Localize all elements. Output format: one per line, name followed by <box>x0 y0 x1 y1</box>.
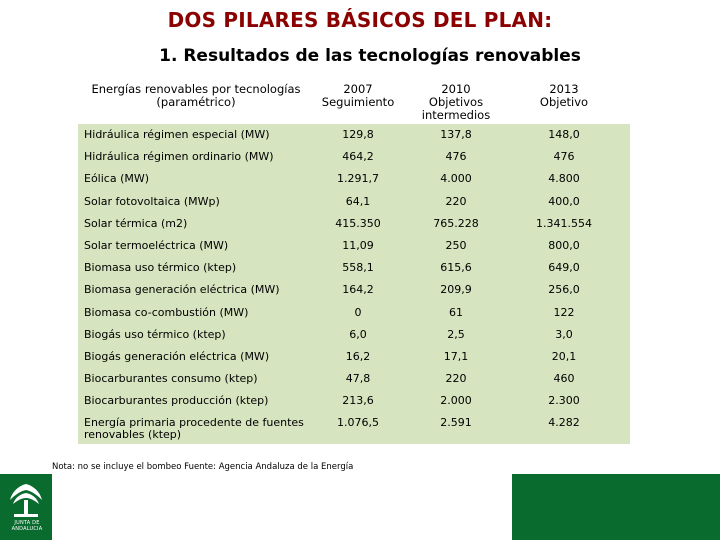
table-row: Biogás generación eléctrica (MW) 16,2 17,1… <box>78 346 630 368</box>
cell-2010: 220 <box>445 372 467 386</box>
cell-technology: Solar térmica (m2) <box>84 216 188 230</box>
cell-2013: 649,0 <box>548 261 580 275</box>
cell-2007: 1.076,5 <box>337 416 379 430</box>
junta-de-andalucia-logo-icon <box>10 484 42 517</box>
table-row: Biogás uso térmico (ktep) 6,0 2,5 3,0 <box>78 324 630 346</box>
cell-2007: 464,2 <box>342 150 374 164</box>
cell-2010: 4.000 <box>440 172 472 186</box>
cell-technology: Biomasa generación eléctrica (MW) <box>84 283 280 297</box>
table-row: Biocarburantes consumo (ktep) 47,8 220 460 <box>78 368 630 390</box>
cell-technology: Solar termoeléctrica (MW) <box>84 238 229 252</box>
cell-2010: 615,6 <box>440 261 472 275</box>
cell-2010: 2.591 <box>440 416 472 430</box>
cell-2007: 64,1 <box>345 194 371 208</box>
cell-technology: Eólica (MW) <box>84 172 150 186</box>
table-row: Solar termoeléctrica (MW) 11,09 250 800,0 <box>78 235 630 257</box>
cell-2007: 6,0 <box>349 327 367 341</box>
cell-2007: 558,1 <box>342 261 374 275</box>
cell-2013: 460 <box>553 372 575 386</box>
renewables-table: Energías renovables por tecnologías (par… <box>78 78 630 445</box>
header-2010: 2010 Objetivos intermedios <box>421 82 491 122</box>
page-subtitle: 1. Resultados de las tecnologías renovab… <box>159 46 581 66</box>
cell-technology: Biomasa uso térmico (ktep) <box>84 261 237 275</box>
cell-2013: 256,0 <box>548 283 580 297</box>
cell-2010: 61 <box>449 305 463 319</box>
source-note: Nota: no se incluye el bombeo Fuente: Ag… <box>52 462 354 472</box>
table-row: Solar térmica (m2) 415.350 765.228 1.341.55… <box>78 213 630 235</box>
cell-technology: Biogás uso térmico (ktep) <box>84 327 226 341</box>
table-row: Biocarburantes producción (ktep) 213,6 2.0… <box>78 390 630 412</box>
table-row: Solar fotovoltaica (MWp) 64,1 220 400,0 <box>78 191 630 213</box>
page-title: DOS PILARES BÁSICOS DEL PLAN: <box>167 8 553 32</box>
cell-technology: Biocarburantes consumo (ktep) <box>84 372 258 386</box>
cell-2013: 800,0 <box>548 238 580 252</box>
cell-2007: 415.350 <box>335 216 381 230</box>
cell-2007: 47,8 <box>345 372 371 386</box>
cell-2010: 220 <box>445 194 467 208</box>
header-2013: 2013 Objetivo <box>539 82 589 109</box>
cell-2007: 164,2 <box>342 283 374 297</box>
cell-2013: 400,0 <box>548 194 580 208</box>
cell-2007: 0 <box>354 305 362 319</box>
cell-2007: 16,2 <box>345 349 371 363</box>
cell-technology: Hidráulica régimen especial (MW) <box>84 128 270 141</box>
footer-green-block <box>512 474 720 540</box>
cell-2007: 213,6 <box>342 394 374 408</box>
cell-2013: 476 <box>553 150 575 164</box>
header-technology: Energías renovables por tecnologías (par… <box>91 82 301 109</box>
cell-2013: 1.341.554 <box>536 216 592 230</box>
cell-technology: Hidráulica régimen ordinario (MW) <box>84 150 274 164</box>
cell-technology: Solar fotovoltaica (MWp) <box>84 194 220 208</box>
cell-2010: 17,1 <box>443 349 469 363</box>
table-body: Hidráulica régimen especial (MW) 129,8 137… <box>78 124 630 444</box>
cell-2010: 2,5 <box>447 327 465 341</box>
cell-2013: 3,0 <box>555 327 573 341</box>
cell-technology: Energía primaria procedente de fuentes r… <box>84 416 304 442</box>
table-row: Hidráulica régimen ordinario (MW) 464,2 47… <box>78 146 630 168</box>
table-row: Biomasa generación eléctrica (MW) 164,2 20… <box>78 279 630 301</box>
table-row: Biomasa uso térmico (ktep) 558,1 615,6 649,… <box>78 257 630 279</box>
cell-2013: 4.282 <box>548 416 580 430</box>
logo-text: JUNTA DE ANDALUCIA <box>11 520 43 532</box>
cell-2013: 148,0 <box>548 128 580 141</box>
cell-2010: 765.228 <box>433 216 479 230</box>
table-row: Biomasa co-combustión (MW) 0 61 122 <box>78 302 630 324</box>
table-row: Eólica (MW) 1.291,7 4.000 4.800 <box>78 168 630 190</box>
cell-technology: Biogás generación eléctrica (MW) <box>84 349 270 363</box>
cell-2010: 209,9 <box>440 283 472 297</box>
cell-2010: 137,8 <box>440 128 472 141</box>
cell-2013: 4.800 <box>548 172 580 186</box>
cell-technology: Biocarburantes producción (ktep) <box>84 394 269 408</box>
cell-technology: Biomasa co-combustión (MW) <box>84 305 249 319</box>
cell-2010: 476 <box>445 150 467 164</box>
cell-2013: 20,1 <box>551 349 577 363</box>
header-2007: 2007 Seguimiento <box>321 82 395 109</box>
cell-2007: 11,09 <box>342 238 374 252</box>
cell-2013: 2.300 <box>548 394 580 408</box>
table-row: Hidráulica régimen especial (MW) 129,8 137… <box>78 124 630 146</box>
cell-2010: 250 <box>445 238 467 252</box>
logo-panel: JUNTA DE ANDALUCIA <box>0 474 52 540</box>
cell-2007: 129,8 <box>342 128 374 141</box>
table-header: Energías renovables por tecnologías (par… <box>78 78 630 124</box>
cell-2013: 122 <box>553 305 575 319</box>
table-row: Energía primaria procedente de fuentes r… <box>78 412 630 444</box>
cell-2010: 2.000 <box>440 394 472 408</box>
cell-2007: 1.291,7 <box>337 172 379 186</box>
